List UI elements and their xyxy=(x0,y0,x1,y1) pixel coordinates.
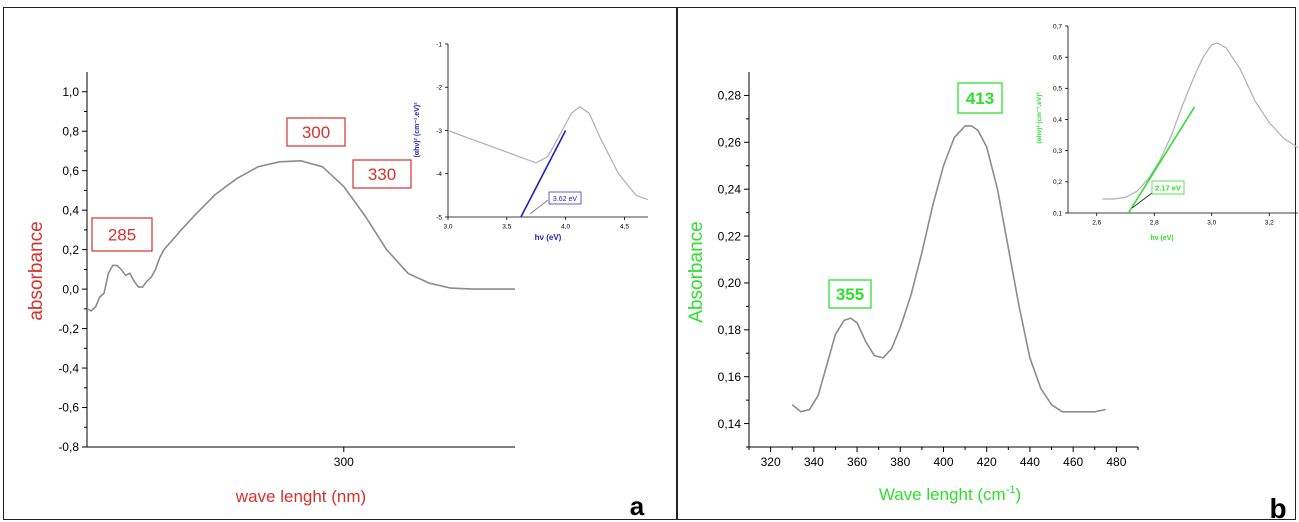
b-main-x-tick-label: 400 xyxy=(933,455,953,469)
a-main-y-tick-label: 0,2 xyxy=(62,243,79,257)
a-inset-gap-label: 3.62 eV xyxy=(553,196,577,203)
b-inset-y-tick-label: 0,2 xyxy=(1053,179,1062,186)
a-inset-gap-box xyxy=(548,191,582,205)
b-main-x-axis-label: Wave lenght (cm-1) xyxy=(879,484,1021,504)
b-inset-x-axis-label: hν (eV) xyxy=(1150,235,1173,242)
a-inset-y-tick-label: -1 xyxy=(436,41,442,48)
b-main-y-tick-label: 0,28 xyxy=(718,89,742,103)
a-inset-y-tick-label: -4 xyxy=(436,171,442,178)
a-inset-x-tick-label: 3,5 xyxy=(502,224,511,231)
b-main-y-tick-label: 0,20 xyxy=(718,276,742,290)
b-main-x-tick-label: 380 xyxy=(890,455,910,469)
b-inset-y-tick-label: 0,3 xyxy=(1053,148,1062,155)
b-main-x-tick-label: 320 xyxy=(761,455,781,469)
b-inset-tangent-line xyxy=(1127,106,1196,214)
a-inset-y-tick-label: -5 xyxy=(436,214,442,221)
panel-b-letter: b xyxy=(1269,493,1286,522)
a-inset-x-tick-label: 4,0 xyxy=(561,224,570,231)
b-main-x-tick-label: 340 xyxy=(804,455,824,469)
b-main-axes xyxy=(744,72,1138,452)
b-inset-x-tick-label: 2,8 xyxy=(1150,220,1159,227)
b-main-peak-label-box xyxy=(957,82,1003,114)
a-main-y-tick-label: -0,8 xyxy=(58,440,79,454)
a-main-x-axis-label: wave lenght (nm) xyxy=(235,487,366,506)
a-main-y-tick-label: -0,2 xyxy=(58,322,79,336)
b-main-x-axis-label-end: ) xyxy=(1016,485,1022,504)
panel-a xyxy=(3,7,677,520)
a-inset-y-tick-label: -2 xyxy=(436,85,442,92)
a-main-chart: -0,8 -0,6 -0,4 -0,2 0,0 0,2 0,4 0,6 0,8 1,0 300 wav… xyxy=(26,72,515,506)
a-main-y-axis-label: absorbance xyxy=(26,221,47,320)
b-main-y-tick-label: 0,26 xyxy=(718,136,742,150)
b-inset-chart: 0,1 0,2 0,3 0,4 0,5 0,6 0,7 2,6 2,8 3,0 3,2 2.17 eV… xyxy=(1036,23,1299,242)
b-inset-y-tick-label: 0,6 xyxy=(1053,54,1062,61)
a-main-y-tick-label: -0,4 xyxy=(58,361,79,375)
a-main-peak-label: 330 xyxy=(368,165,396,184)
a-inset-pointer xyxy=(529,199,549,215)
b-main-series-line xyxy=(791,125,1106,413)
a-inset-chart: -5 -4 -3 -2 -1 3,0 3,5 4,0 4,5 3.62 eV hν (eV) (αhν… xyxy=(414,41,649,242)
b-inset-y-tick-label: 0,5 xyxy=(1053,86,1062,93)
b-inset-x-tick-label: 3,0 xyxy=(1207,220,1216,227)
b-inset-y-tick-label: 0,4 xyxy=(1053,117,1062,124)
b-inset-y-tick-label: 0,7 xyxy=(1053,23,1062,30)
b-inset-x-tick-label: 2,6 xyxy=(1092,220,1101,227)
b-main-y-tick-label: 0,16 xyxy=(718,370,742,384)
b-main-y-tick-label: 0,24 xyxy=(718,182,742,196)
a-main-peak-label-box xyxy=(352,159,412,189)
b-main-y-axis-label: Absorbance xyxy=(686,221,707,322)
b-main-x-tick-label: 460 xyxy=(1063,455,1083,469)
b-inset-x-tick-label: 3,2 xyxy=(1265,220,1274,227)
b-inset-gap-label: 2.17 eV xyxy=(1155,184,1181,193)
a-main-y-tick-label: 0,4 xyxy=(62,203,79,217)
b-main-chart: 0,14 0,16 0,18 0,20 0,22 0,24 0,26 0,28 320 340 36… xyxy=(686,72,1139,504)
a-inset-y-tick-label: -3 xyxy=(436,128,442,135)
a-inset-axes xyxy=(445,43,648,220)
b-inset-pointer xyxy=(1131,192,1153,209)
a-main-axes xyxy=(82,72,515,452)
b-main-peak-label-box xyxy=(828,279,872,309)
b-main-x-tick-label: 420 xyxy=(977,455,997,469)
a-main-y-tick-label: 0,6 xyxy=(62,164,79,178)
a-inset-series-line xyxy=(447,105,649,201)
b-main-peak-label: 355 xyxy=(836,285,864,304)
a-inset-x-axis-label: hν (eV) xyxy=(535,233,562,242)
b-main-x-tick-label: 360 xyxy=(847,455,867,469)
a-main-y-tick-label: 1,0 xyxy=(62,85,79,99)
a-inset-x-tick-label: 3,0 xyxy=(443,224,452,231)
a-main-y-tick-label: -0,6 xyxy=(58,401,79,415)
a-main-y-tick-label: 0,8 xyxy=(62,124,79,138)
panel-a-letter: a xyxy=(630,491,645,521)
b-inset-y-tick-label: 0,1 xyxy=(1053,210,1062,217)
b-inset-y-axis-label: (αhν)² (cm⁻¹.eV)² xyxy=(1036,92,1043,144)
b-inset-gap-box xyxy=(1151,180,1185,195)
a-inset-y-axis-label: (αhν)² (cm⁻¹.eV)² xyxy=(414,102,421,158)
a-inset-x-tick-label: 4,5 xyxy=(620,224,629,231)
b-inset-axes xyxy=(1065,25,1298,216)
a-main-y-tick-label: 0,0 xyxy=(62,282,79,296)
b-main-x-axis-label-sup: -1 xyxy=(1006,484,1016,496)
b-main-peak-label: 413 xyxy=(966,89,994,108)
a-inset-tangent-line xyxy=(520,130,567,218)
a-main-series-line xyxy=(86,159,515,312)
b-main-x-tick-label: 480 xyxy=(1106,455,1126,469)
b-main-y-tick-label: 0,14 xyxy=(718,417,742,431)
a-main-peak-label: 285 xyxy=(108,226,136,245)
a-main-peak-label: 300 xyxy=(302,123,330,142)
a-main-x-tick-label: 300 xyxy=(334,455,354,469)
b-main-x-axis-label-text: Wave lenght (cm xyxy=(879,485,1006,504)
b-main-y-tick-label: 0,18 xyxy=(718,323,742,337)
a-main-peak-label-box xyxy=(91,217,153,252)
b-main-x-tick-label: 440 xyxy=(1020,455,1040,469)
a-main-peak-label-box xyxy=(286,117,346,147)
b-inset-series-line xyxy=(1102,42,1299,200)
b-main-y-tick-label: 0,22 xyxy=(718,229,742,243)
